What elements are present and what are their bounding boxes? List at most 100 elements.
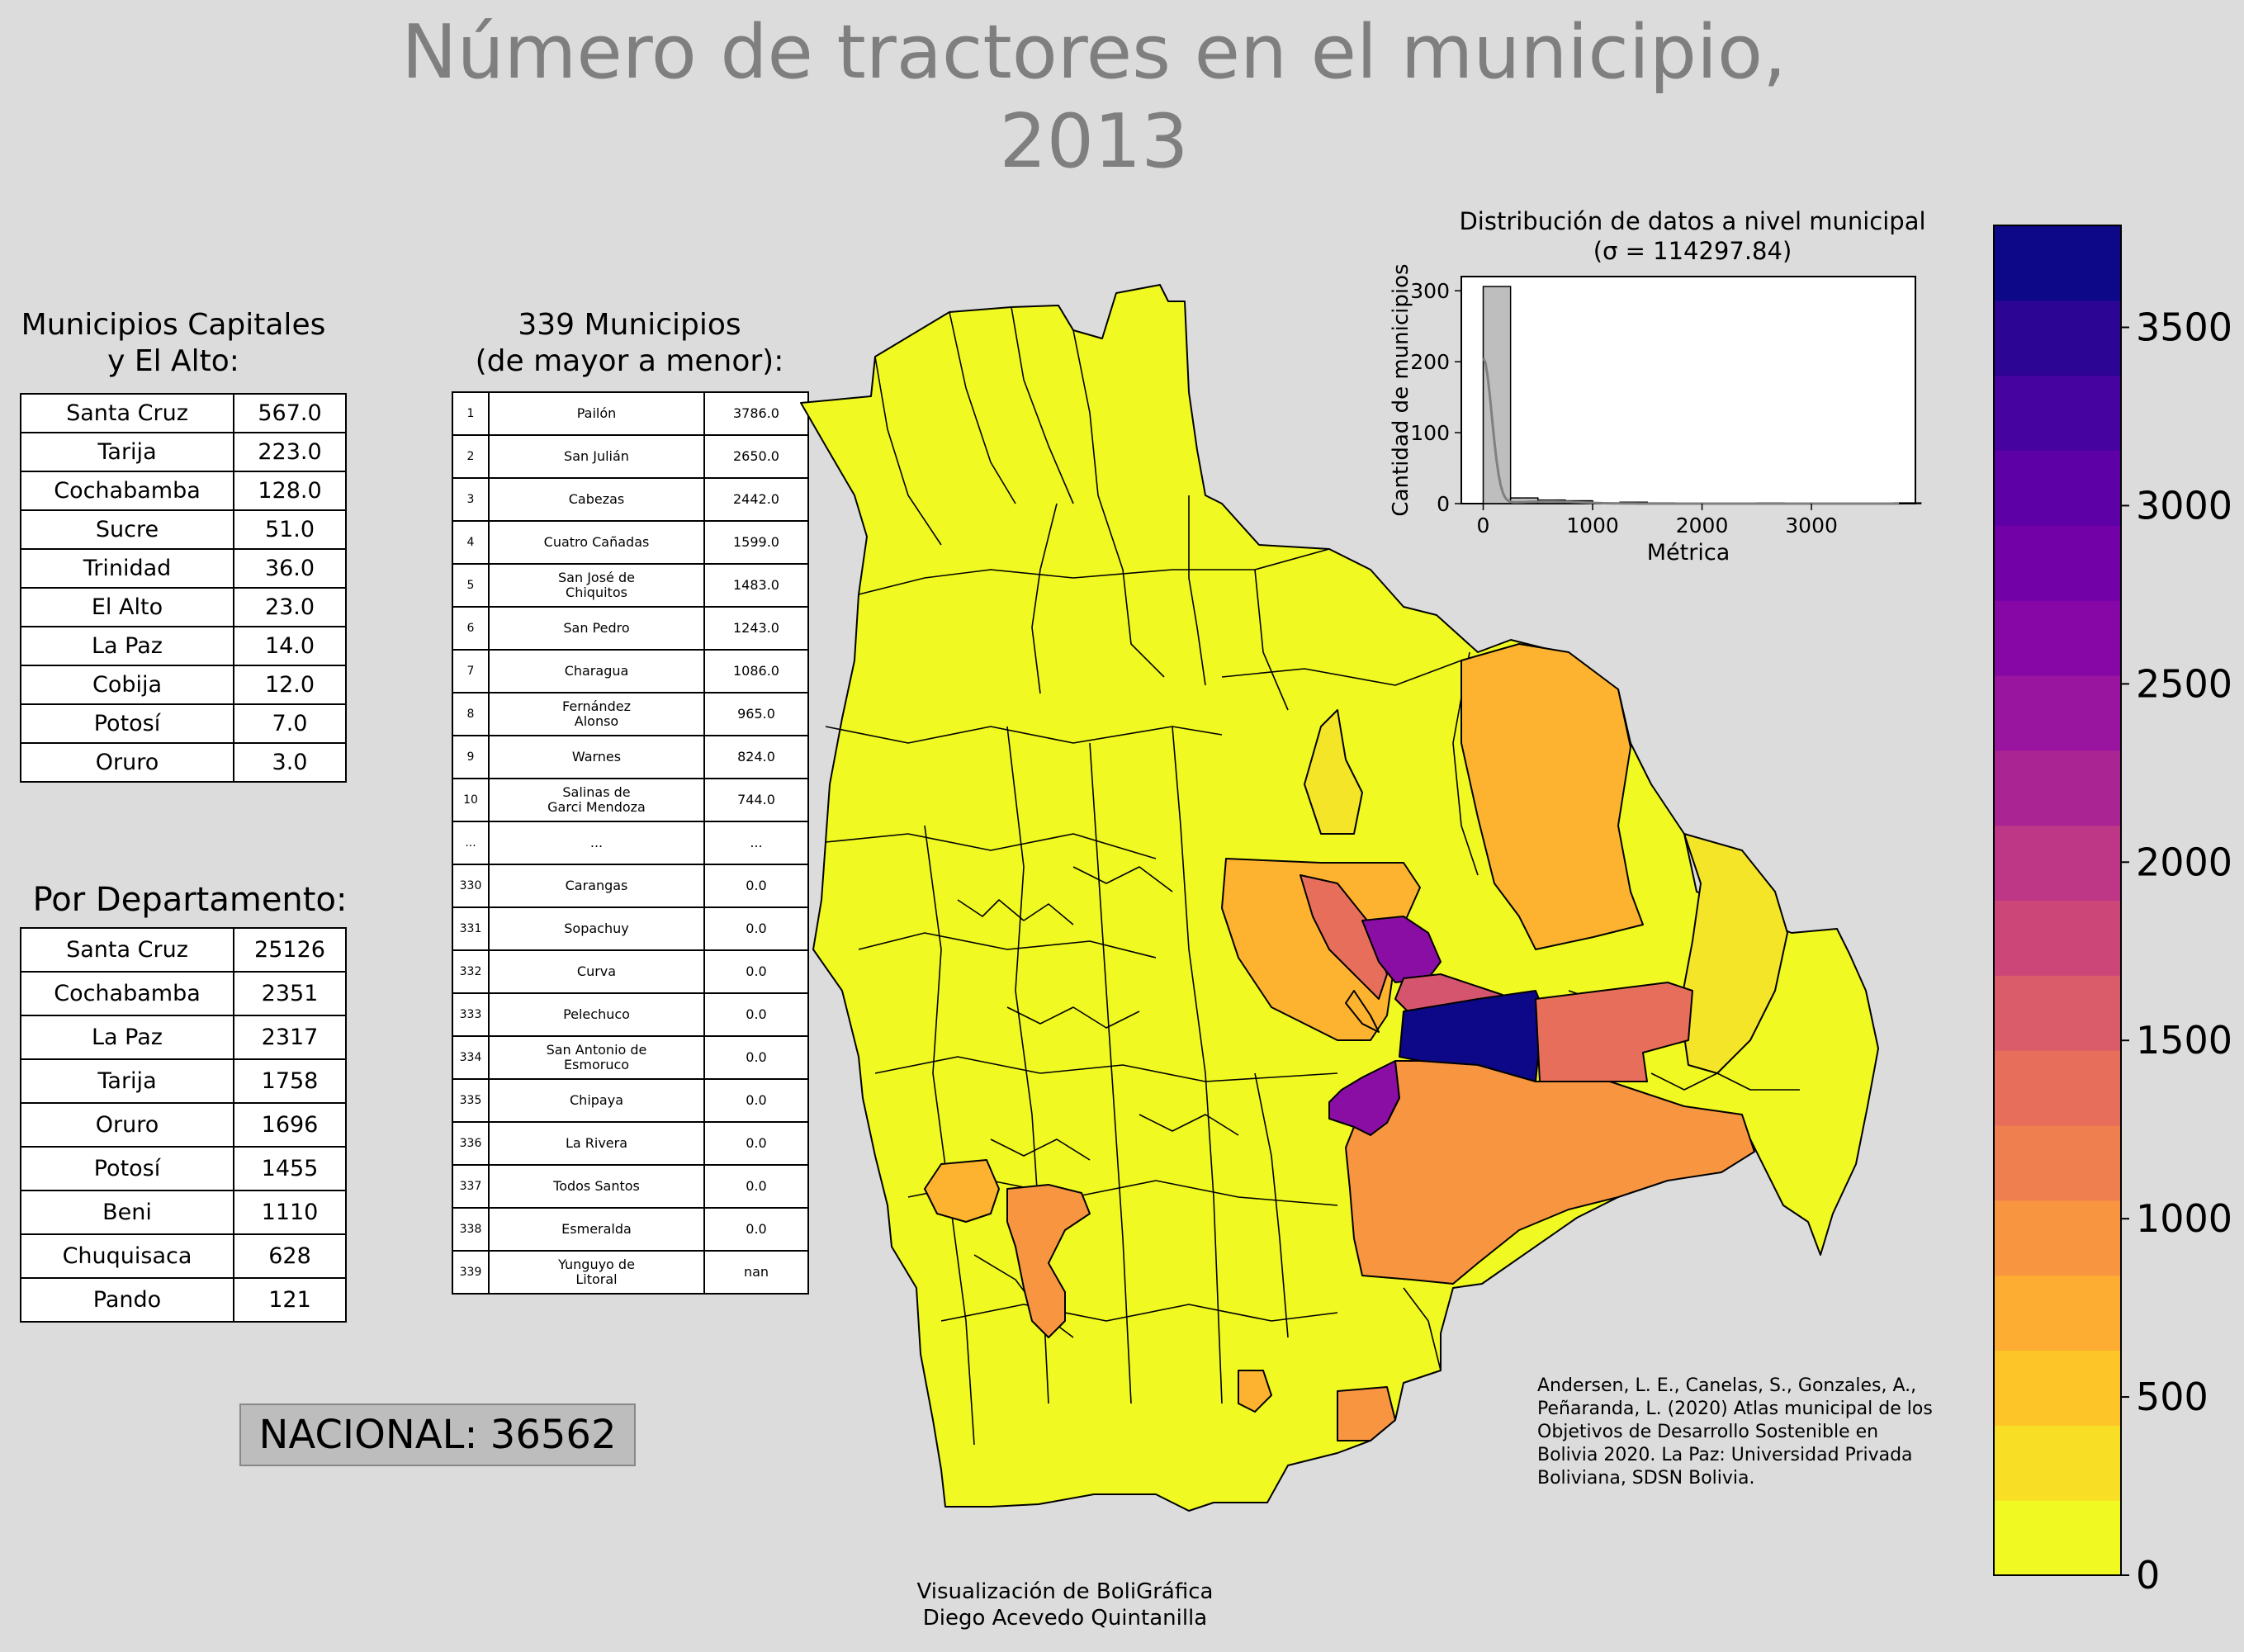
capital-row: Tarija 223.0 [20,432,347,472]
colorbar-segment [1994,225,2121,301]
map-region-orange-small [1345,990,1380,1033]
department-row-value: 628 [233,1233,347,1279]
histogram-xtick-label: 1000 [1566,514,1619,537]
municipality-row-name: Cuatro Cañadas [488,520,705,565]
municipalities-heading: 339 Municipios (de mayor a menor): [475,308,784,378]
department-row-name: Santa Cruz [20,927,234,973]
municipality-row-name: Curva [488,949,705,994]
map-region-orange-east [1460,643,1644,950]
colorbar-segment [1994,1425,2121,1501]
histogram-xtick-label: 0 [1477,514,1490,537]
capitals-table: Santa Cruz 567.0 Tarija 223.0 Cochabamba 128.… [20,393,347,783]
map-region-darkorange-salinas [1006,1184,1091,1338]
histogram-ytick-label: 100 [1410,421,1450,445]
capital-row-value: 12.0 [233,665,347,705]
colorbar-segment [1994,1050,2121,1126]
capital-row-name: Cochabamba [20,471,234,511]
colorbar-segment [1994,900,2121,976]
municipality-row-name: Charagua [488,649,705,693]
municipality-row-name: La Rivera [488,1121,705,1166]
histogram-ylabel: Cantidad de municipios [1389,264,1413,517]
capital-row-name: Cobija [20,665,234,705]
department-row-name: Cochabamba [20,971,234,1016]
municipality-row-value: 1599.0 [703,520,809,565]
histogram-kde-line [1482,357,1900,505]
capital-row: Santa Cruz 567.0 [20,393,347,433]
colorbar-tick-label: 2000 [2136,840,2232,884]
municipality-row-rank: 10 [452,778,490,822]
municipality-row-value: 0.0 [703,992,809,1037]
capital-row-value: 14.0 [233,626,347,666]
histogram-ytick-label: 0 [1437,492,1450,516]
municipality-row-name: Sopachuy [488,906,705,951]
municipality-row-name: Warnes [488,735,705,779]
department-row-value: 1696 [233,1102,347,1148]
colorbar-segment [1994,825,2121,901]
department-row: Tarija 1758 [20,1058,347,1104]
department-row-value: 2351 [233,971,347,1016]
municipality-row-name: Carangas [488,864,705,908]
municipality-row-rank: 1 [452,391,490,436]
map-region-darkorange-south [1337,1386,1396,1441]
municipalities-table: 1 Pailón 3786.0 2 San Julián 2650.0 3 Cabezas 24… [452,391,809,1295]
municipality-row: 4 Cuatro Cañadas 1599.0 [452,520,809,565]
credits-text: Visualización de BoliGráfica Diego Aceve… [916,1579,1214,1631]
department-row: Cochabamba 2351 [20,971,347,1016]
capitals-heading: Municipios Capitales y El Alto: [21,308,326,378]
colorbar-tick-label: 500 [2136,1375,2208,1419]
municipality-row: 9 Warnes 824.0 [452,735,809,779]
colorbar-segment [1994,750,2121,826]
map-region-orange-tarija [1238,1370,1272,1413]
capital-row-name: Oruro [20,742,234,783]
national-total-box: NACIONAL: 36562 [239,1403,636,1466]
department-row-name: Pando [20,1277,234,1323]
municipality-row-name: San Julián [488,434,705,479]
department-row: Potosí 1455 [20,1146,347,1191]
municipality-row-value: 0.0 [703,1164,809,1209]
municipality-row: 7 Charagua 1086.0 [452,649,809,693]
municipality-row: 8 Fernández Alonso 965.0 [452,692,809,736]
municipality-row-rank: 336 [452,1121,490,1166]
municipality-row-value: 0.0 [703,1207,809,1252]
department-row-value: 1110 [233,1190,347,1235]
department-row: Oruro 1696 [20,1102,347,1148]
municipality-row-value: 2650.0 [703,434,809,479]
department-row: Beni 1110 [20,1190,347,1235]
capital-row: Trinidad 36.0 [20,548,347,589]
municipality-row-value: 0.0 [703,1121,809,1166]
department-row: Santa Cruz 25126 [20,927,347,973]
map-region-orange-southwest [924,1159,1000,1223]
municipality-row: 331 Sopachuy 0.0 [452,906,809,951]
map-region-coral-1 [1300,874,1388,1000]
municipality-row-rank: 5 [452,563,490,608]
map-region-lightyellow-east [1679,833,1788,1074]
municipality-row-rank: 339 [452,1250,490,1295]
department-row-name: La Paz [20,1015,234,1060]
municipality-row-name: Chipaya [488,1078,705,1123]
capital-row: Cobija 12.0 [20,665,347,705]
colorbar-tick-label: 1000 [2136,1196,2232,1241]
capital-row-name: Santa Cruz [20,393,234,433]
municipality-row: 332 Curva 0.0 [452,949,809,994]
capital-row-value: 3.0 [233,742,347,783]
colorbar-tick-label: 2500 [2136,661,2232,706]
municipality-row-rank: 9 [452,735,490,779]
municipality-row: 336 La Rivera 0.0 [452,1121,809,1166]
colorbar-tick-label: 0 [2136,1553,2160,1598]
municipality-row: 339 Yunguyo de Litoral nan [452,1250,809,1295]
map-region-purple-san-julian [1361,916,1442,983]
municipality-row: 335 Chipaya 0.0 [452,1078,809,1123]
department-row: La Paz 2317 [20,1015,347,1060]
municipality-row-value: 0.0 [703,949,809,994]
colorbar-segment [1994,1125,2121,1201]
municipality-row-name: San Pedro [488,606,705,651]
capital-row-value: 51.0 [233,509,347,550]
municipality-row-name: San José de Chiquitos [488,563,705,608]
municipality-row-value: 1243.0 [703,606,809,651]
municipality-row-rank: 6 [452,606,490,651]
colorbar-segment [1994,525,2121,601]
municipality-row-value: 744.0 [703,778,809,822]
colorbar-tick-label: 3000 [2136,483,2232,528]
municipality-row-name: Fernández Alonso [488,692,705,736]
municipality-row: 1 Pailón 3786.0 [452,391,809,436]
